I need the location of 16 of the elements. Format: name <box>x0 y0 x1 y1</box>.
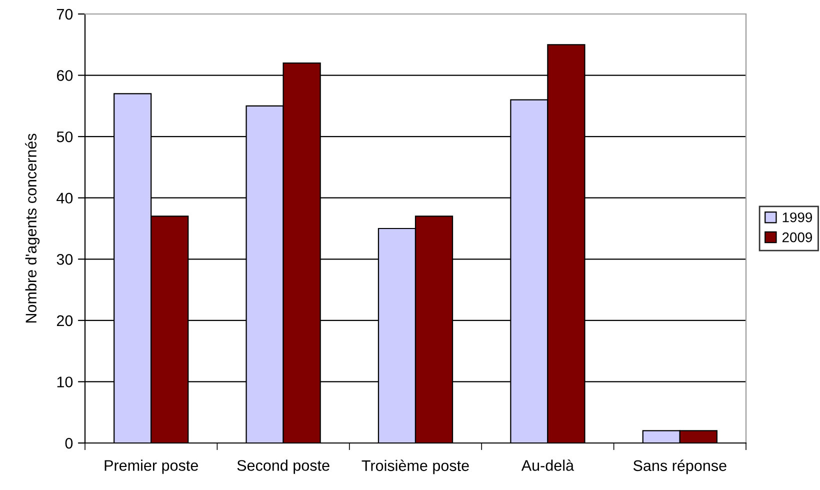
y-axis-title: Nombre d'agents concernés <box>25 134 40 323</box>
y-tick-label: 20 <box>56 315 73 326</box>
y-tick-label: 60 <box>56 70 73 81</box>
y-tick-label: 70 <box>56 8 73 20</box>
x-tick-label: Sans réponse <box>633 460 726 474</box>
legend-label: 2009 <box>782 232 812 242</box>
x-tick-label: Second poste <box>237 460 330 474</box>
y-tick-label: 50 <box>56 131 73 142</box>
y-tick-label: 30 <box>56 254 73 265</box>
y-tick-label: 0 <box>65 438 73 449</box>
x-tick-label: Premier poste <box>104 460 198 474</box>
y-tick-label: 40 <box>56 192 73 204</box>
x-tick-label: Troisième poste <box>362 460 469 474</box>
y-tick-label: 10 <box>57 376 73 388</box>
legend-label: 1999 <box>782 212 812 222</box>
x-tick-label: Au-delà <box>521 459 574 471</box>
